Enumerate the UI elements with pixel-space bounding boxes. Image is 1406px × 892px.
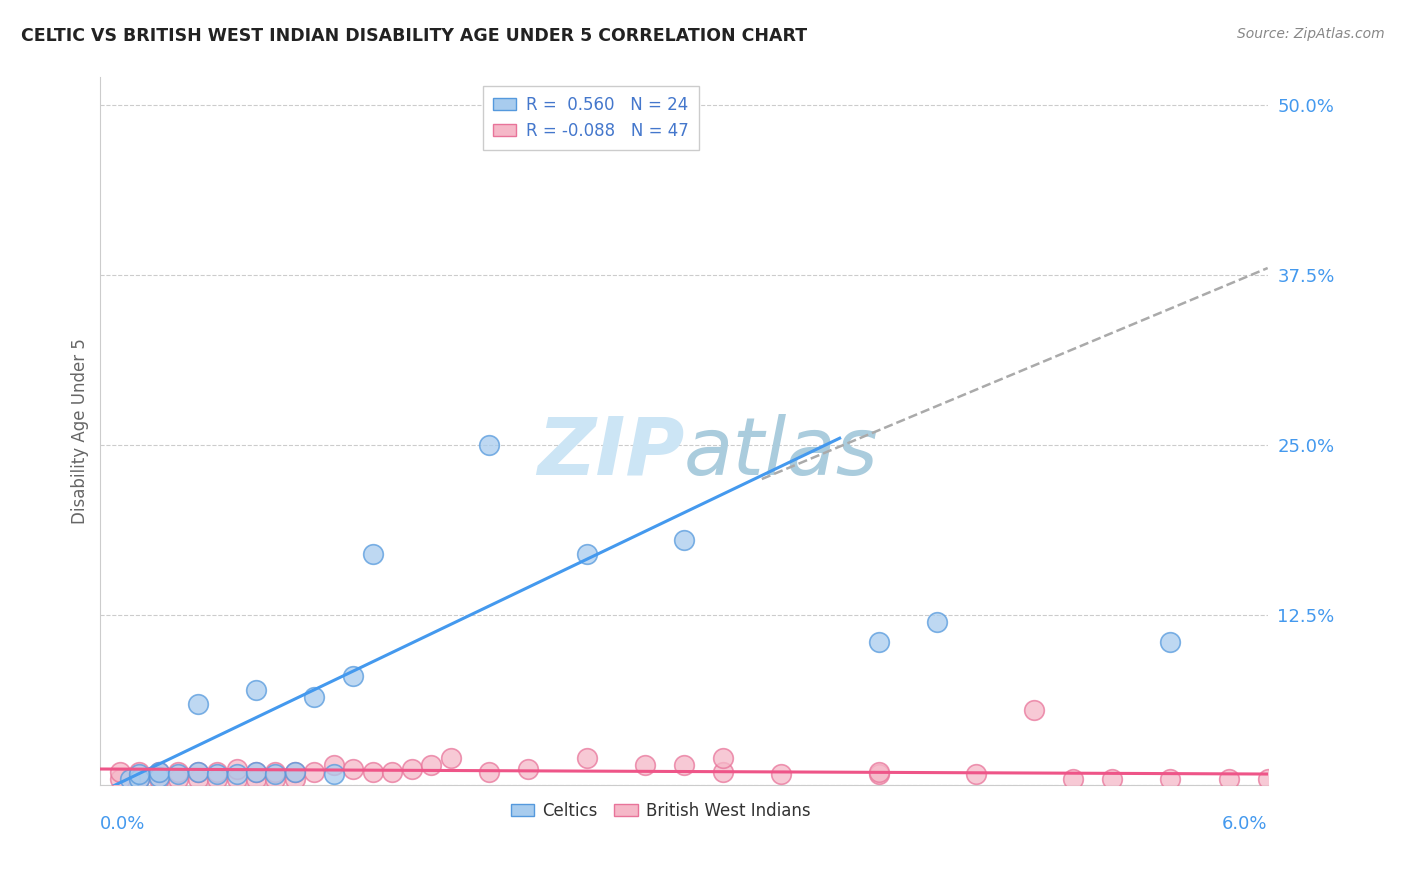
Point bbox=[167, 767, 190, 781]
Point bbox=[148, 764, 170, 779]
Point bbox=[1159, 772, 1181, 786]
Point bbox=[478, 764, 501, 779]
Point bbox=[225, 762, 247, 776]
Y-axis label: Disability Age Under 5: Disability Age Under 5 bbox=[72, 338, 89, 524]
Point bbox=[575, 751, 598, 765]
Point bbox=[128, 767, 150, 781]
Point bbox=[187, 772, 209, 786]
Point bbox=[304, 690, 326, 704]
Point bbox=[167, 764, 190, 779]
Point bbox=[342, 669, 364, 683]
Point bbox=[420, 758, 443, 772]
Text: CELTIC VS BRITISH WEST INDIAN DISABILITY AGE UNDER 5 CORRELATION CHART: CELTIC VS BRITISH WEST INDIAN DISABILITY… bbox=[21, 27, 807, 45]
Point bbox=[965, 767, 987, 781]
Point bbox=[167, 772, 190, 786]
Point bbox=[187, 764, 209, 779]
Point bbox=[187, 764, 209, 779]
Point bbox=[672, 533, 695, 548]
Point bbox=[245, 683, 267, 698]
Point bbox=[245, 764, 267, 779]
Point bbox=[205, 764, 228, 779]
Point bbox=[711, 751, 734, 765]
Text: Source: ZipAtlas.com: Source: ZipAtlas.com bbox=[1237, 27, 1385, 41]
Point bbox=[108, 772, 131, 786]
Point bbox=[361, 547, 384, 561]
Point bbox=[148, 770, 170, 784]
Point bbox=[711, 764, 734, 779]
Point bbox=[1101, 772, 1123, 786]
Point bbox=[575, 547, 598, 561]
Point bbox=[264, 772, 287, 786]
Point bbox=[225, 767, 247, 781]
Point bbox=[361, 764, 384, 779]
Point bbox=[118, 772, 141, 786]
Point bbox=[128, 764, 150, 779]
Point bbox=[245, 772, 267, 786]
Point bbox=[1062, 772, 1084, 786]
Point bbox=[205, 767, 228, 781]
Point bbox=[205, 772, 228, 786]
Point bbox=[284, 764, 307, 779]
Point bbox=[342, 762, 364, 776]
Point bbox=[1257, 772, 1279, 786]
Point bbox=[322, 767, 344, 781]
Point bbox=[284, 772, 307, 786]
Point bbox=[1159, 635, 1181, 649]
Point bbox=[868, 767, 890, 781]
Point bbox=[108, 764, 131, 779]
Point bbox=[304, 764, 326, 779]
Point bbox=[925, 615, 948, 629]
Point bbox=[1295, 772, 1317, 786]
Point bbox=[148, 772, 170, 786]
Point bbox=[284, 764, 307, 779]
Point bbox=[401, 762, 423, 776]
Point bbox=[148, 764, 170, 779]
Point bbox=[187, 697, 209, 711]
Text: 0.0%: 0.0% bbox=[100, 815, 146, 833]
Point bbox=[322, 758, 344, 772]
Point bbox=[264, 764, 287, 779]
Point bbox=[245, 764, 267, 779]
Point bbox=[868, 635, 890, 649]
Point bbox=[634, 758, 657, 772]
Text: 6.0%: 6.0% bbox=[1222, 815, 1268, 833]
Point bbox=[128, 772, 150, 786]
Point bbox=[1024, 703, 1046, 717]
Point bbox=[517, 762, 540, 776]
Legend: Celtics, British West Indians: Celtics, British West Indians bbox=[503, 796, 817, 827]
Text: atlas: atlas bbox=[683, 414, 879, 491]
Point bbox=[770, 767, 793, 781]
Point bbox=[1218, 772, 1240, 786]
Point bbox=[868, 764, 890, 779]
Point bbox=[1354, 772, 1376, 786]
Point bbox=[439, 751, 461, 765]
Text: ZIP: ZIP bbox=[537, 414, 683, 491]
Point bbox=[381, 764, 404, 779]
Point bbox=[264, 767, 287, 781]
Point bbox=[225, 772, 247, 786]
Point bbox=[672, 758, 695, 772]
Point bbox=[128, 772, 150, 786]
Point bbox=[478, 438, 501, 452]
